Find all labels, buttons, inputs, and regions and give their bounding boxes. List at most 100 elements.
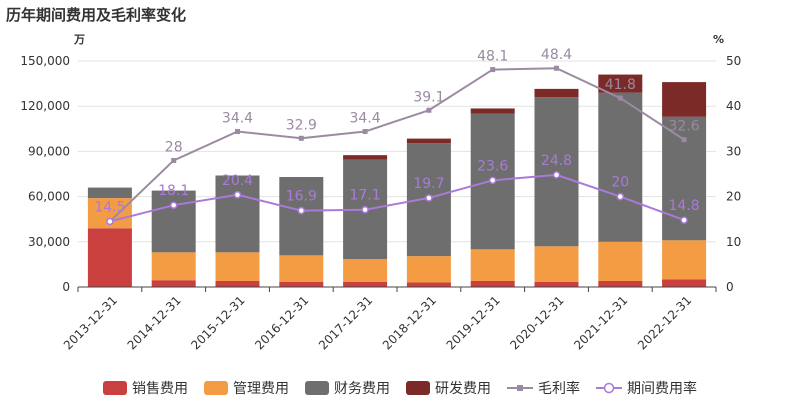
legend-label-gross-margin: 毛利率	[538, 381, 580, 397]
bar-segment	[215, 252, 260, 281]
legend-item-rnd[interactable]: 研发费用	[406, 378, 491, 398]
bar-segment	[151, 252, 196, 281]
expense-ratio-label: 18.1	[158, 183, 189, 199]
y-right-tick-label: 50	[726, 54, 741, 68]
bar-segment	[343, 155, 388, 160]
expense-ratio-point	[361, 205, 369, 214]
bars	[87, 74, 707, 287]
bar-segment	[598, 92, 643, 242]
bar-segment	[406, 138, 451, 144]
gross-margin-point	[235, 129, 240, 135]
bar-segment	[151, 280, 196, 287]
bar-segment	[534, 246, 579, 282]
y-left-tick-label: 0	[62, 280, 70, 294]
left-axis-unit: 万	[73, 33, 85, 46]
gross-margin-point	[426, 107, 432, 113]
bar-segment	[470, 108, 515, 114]
gross-margin-label: 32.9	[286, 117, 317, 133]
legend-label-finance: 财务费用	[334, 381, 390, 397]
bar-segment	[534, 281, 579, 287]
gross-margin-point	[681, 137, 687, 143]
expense-ratio-point	[233, 191, 242, 199]
expense-ratio-point	[169, 201, 178, 209]
bar-segment	[343, 259, 388, 282]
bar-segment	[215, 280, 260, 287]
gross-margin-label: 48.4	[541, 47, 572, 63]
bar-segment	[87, 228, 132, 287]
y-right-tick-label: 30	[726, 144, 741, 158]
y-left-tick-label: 120,000	[20, 99, 70, 113]
legend-label-admin: 管理费用	[233, 381, 289, 397]
bar-segment	[215, 175, 260, 253]
legend: 销售费用 管理费用 财务费用 研发费用 毛利率 期间费用率	[0, 378, 800, 398]
expense-ratio-point	[425, 194, 433, 202]
legend-line-circle-icon	[596, 382, 622, 394]
bar-segment	[279, 255, 324, 282]
y-left-tick-label: 150,000	[20, 54, 70, 68]
expense-ratio-point	[616, 192, 625, 201]
expense-ratio-label: 24.8	[541, 153, 572, 169]
bar-segment	[343, 281, 388, 287]
right-axis-unit: %	[713, 33, 724, 46]
x-tick-label: 2017-12-31	[316, 293, 375, 352]
legend-label-rnd: 研发费用	[435, 381, 491, 397]
bar-segment	[406, 282, 451, 287]
x-axis-ticks: 2013-12-31 2014-12-31 2015-12-31 2016-12-31…	[61, 293, 694, 352]
bar-segment	[279, 281, 324, 287]
gross-margin-line	[109, 67, 685, 223]
expense-ratio-label: 19.7	[413, 176, 444, 192]
bar-segment	[662, 82, 707, 117]
gross-margin-label: 34.4	[222, 111, 253, 127]
expense-ratio-point	[680, 216, 688, 224]
bar-segment	[598, 280, 643, 287]
x-tick-label: 2014-12-31	[125, 293, 184, 352]
legend-label-expense-ratio: 期间费用率	[627, 381, 697, 397]
expense-ratio-point	[297, 206, 306, 215]
x-tick-label: 2015-12-31	[188, 293, 247, 352]
gross-margin-point	[617, 95, 623, 101]
y-right-tick-label: 0	[726, 280, 734, 294]
gross-margin-point	[362, 129, 368, 135]
y-right-tick-label: 10	[726, 235, 741, 249]
x-tick-label: 2020-12-31	[507, 293, 566, 352]
expense-ratio-label: 17.1	[350, 188, 381, 204]
gross-margin-label: 41.8	[605, 77, 636, 93]
expense-ratio-point	[106, 217, 114, 226]
expense-ratio-label: 16.9	[286, 189, 317, 205]
left-axis-ticks: 0 30,000 60,000 90,000 120,000 150,000	[20, 54, 70, 294]
x-tick-label: 2022-12-31	[635, 293, 694, 352]
bar-segment	[598, 241, 643, 281]
bar-segment	[279, 177, 324, 256]
bar-segment	[598, 74, 643, 93]
x-tick-label: 2018-12-31	[380, 293, 439, 352]
gross-margin-label: 39.1	[413, 89, 444, 105]
gross-margin-label: 28	[165, 139, 183, 155]
lines: 28 34.4 32.9 34.4 39.1 48.1 48.4 41.8 32.6 14.5 18…	[94, 47, 700, 226]
bar-segment	[470, 249, 515, 281]
legend-swatch-rnd	[406, 381, 430, 395]
bar-segment	[662, 279, 707, 287]
right-axis-ticks: 0 10 20 30 40 50	[726, 54, 741, 294]
legend-swatch-admin	[204, 381, 228, 395]
x-axis	[77, 286, 717, 292]
bar-segment	[534, 88, 579, 98]
chart-title: 历年期间费用及毛利率变化	[6, 6, 187, 24]
expense-ratio-label: 14.8	[669, 198, 700, 214]
legend-item-admin[interactable]: 管理费用	[204, 378, 289, 398]
x-tick-label: 2013-12-31	[61, 293, 120, 352]
gross-margin-point	[298, 135, 304, 141]
gross-margin-label: 48.1	[477, 49, 508, 65]
gross-margin-point	[554, 65, 559, 71]
bar-segment	[662, 240, 707, 280]
legend-item-finance[interactable]: 财务费用	[305, 378, 390, 398]
bar-segment	[406, 256, 451, 283]
expense-ratio-point	[552, 171, 561, 179]
legend-item-gross-margin[interactable]: 毛利率	[507, 378, 580, 398]
gross-margin-label: 32.6	[669, 119, 700, 135]
bar-segment	[151, 190, 196, 253]
gross-margin-point	[171, 157, 177, 163]
legend-item-sales[interactable]: 销售费用	[103, 378, 188, 398]
legend-item-expense-ratio[interactable]: 期间费用率	[596, 378, 697, 398]
x-tick-label: 2019-12-31	[444, 293, 503, 352]
